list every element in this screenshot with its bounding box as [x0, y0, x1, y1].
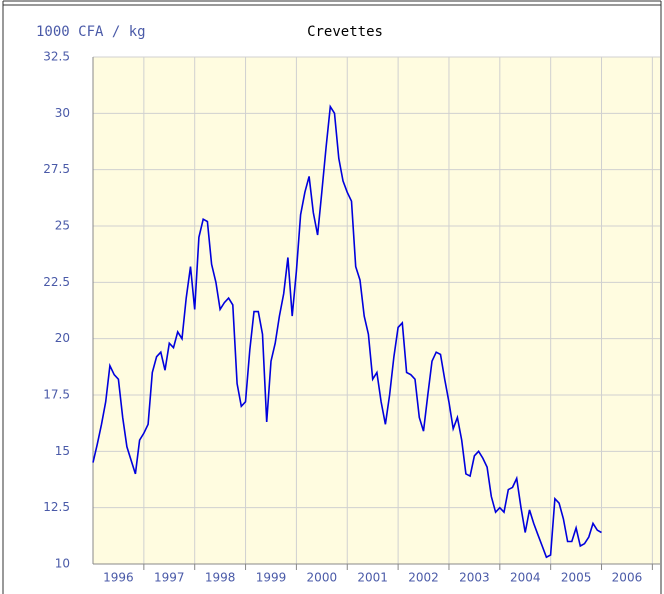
y-tick-label: 30	[55, 106, 70, 120]
y-tick-label: 15	[55, 444, 70, 458]
x-tick-label: 1997	[154, 571, 185, 585]
y-tick-label: 25	[55, 219, 70, 233]
x-tick-label: 2004	[510, 571, 541, 585]
chart-title: Crevettes	[307, 24, 383, 40]
x-tick-label: 2001	[357, 571, 388, 585]
y-tick-label: 17.5	[43, 388, 70, 402]
x-tick-label: 2000	[307, 571, 338, 585]
y-axis-label: 1000 CFA / kg	[36, 24, 146, 40]
x-tick-label: 2003	[459, 571, 490, 585]
y-tick-label: 10	[55, 557, 70, 571]
plot-area	[93, 57, 660, 564]
x-tick-label: 1998	[205, 571, 236, 585]
y-tick-label: 20	[55, 331, 70, 345]
x-tick-label: 1999	[256, 571, 287, 585]
y-tick-label: 12.5	[43, 500, 70, 514]
data-line	[92, 104, 602, 559]
x-tick-label: 1996	[103, 571, 134, 585]
x-tick-label: 2002	[408, 571, 439, 585]
y-tick-label: 27.5	[43, 162, 70, 176]
x-tick-label: 2006	[612, 571, 643, 585]
x-tick-label: 2005	[561, 571, 592, 585]
y-tick-label: 22.5	[43, 275, 70, 289]
y-tick-label: 32.5	[43, 50, 70, 64]
